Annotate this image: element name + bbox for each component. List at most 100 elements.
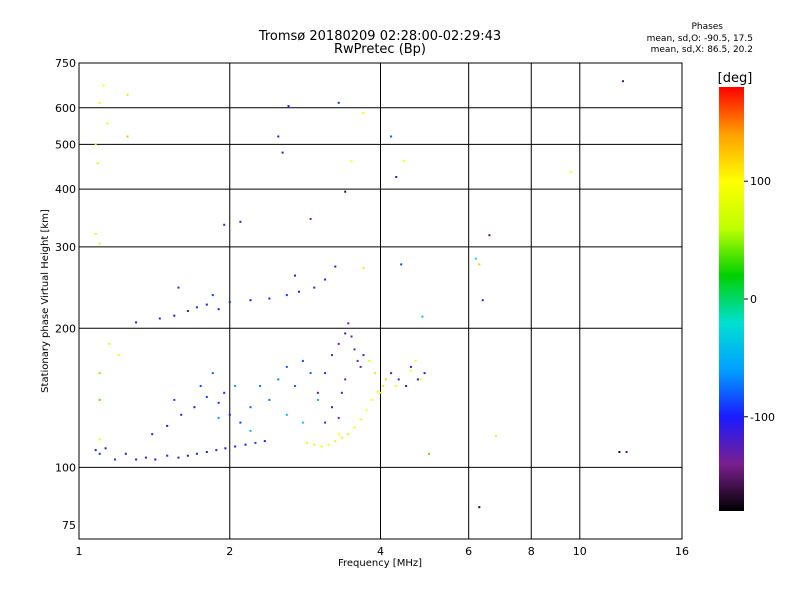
data-point <box>281 151 284 154</box>
data-point <box>205 396 208 398</box>
data-point <box>428 452 430 455</box>
chart-subtitle: RwPretec (Bp) <box>334 42 426 57</box>
data-point <box>362 111 365 114</box>
data-point <box>223 391 226 394</box>
data-point <box>285 365 288 368</box>
data-point <box>327 443 330 446</box>
data-point <box>144 456 147 459</box>
data-point <box>337 433 340 436</box>
data-point <box>353 348 356 351</box>
data-point <box>263 440 266 443</box>
data-point <box>340 436 343 439</box>
data-point <box>234 445 237 448</box>
x-tick-label: 10 <box>573 545 587 558</box>
data-point <box>177 456 180 459</box>
data-point <box>294 274 296 277</box>
data-point <box>98 101 101 104</box>
data-point <box>414 359 417 362</box>
data-point <box>400 263 403 266</box>
data-point <box>193 406 196 409</box>
y-tick-label: 75 <box>62 519 76 532</box>
data-point <box>313 286 316 289</box>
data-point <box>423 372 426 375</box>
data-point <box>259 385 262 387</box>
data-point <box>98 372 101 375</box>
data-point <box>98 452 101 455</box>
data-point <box>494 434 497 437</box>
data-point <box>158 317 161 320</box>
data-point <box>124 452 127 455</box>
y-tick-label: 300 <box>55 241 76 254</box>
data-point <box>154 458 157 461</box>
data-point <box>419 378 422 381</box>
y-tick-label: 500 <box>55 138 76 151</box>
data-point <box>94 143 97 146</box>
data-point <box>347 322 350 325</box>
data-point <box>309 217 312 220</box>
data-point <box>228 301 231 303</box>
data-point <box>421 315 424 318</box>
data-point <box>186 454 189 457</box>
data-point <box>405 385 408 387</box>
data-point <box>217 308 220 311</box>
data-point <box>324 372 327 375</box>
data-point <box>294 385 296 387</box>
axis-tick-labels: 1 2 4 6 8 10 16 75 100 200 300 400 500 600 750 <box>55 57 689 558</box>
data-point <box>347 433 350 436</box>
data-point <box>324 278 327 281</box>
data-point <box>324 421 327 424</box>
data-point <box>395 176 398 178</box>
stats-o-mode: mean, sd,O: -90.5, 17.5 <box>647 34 753 44</box>
data-point <box>618 451 621 453</box>
data-point <box>228 413 231 416</box>
data-point <box>217 401 220 404</box>
data-point <box>337 342 340 345</box>
y-tick-label: 750 <box>55 57 76 70</box>
data-point <box>331 354 333 357</box>
data-point <box>217 416 220 419</box>
data-point <box>94 233 97 235</box>
data-point <box>397 378 400 381</box>
stats-x-mode: mean, sd,X: 86.5, 20.2 <box>651 45 753 55</box>
data-point <box>114 458 116 461</box>
data-point <box>98 242 101 245</box>
data-point <box>96 162 99 165</box>
data-point <box>287 105 290 108</box>
data-point <box>395 385 398 387</box>
data-point <box>104 447 107 450</box>
data-point <box>409 365 412 368</box>
data-point <box>337 101 340 104</box>
data-point <box>108 342 111 345</box>
data-point <box>244 443 247 446</box>
data-point <box>173 314 176 317</box>
data-point <box>384 378 387 381</box>
data-point <box>379 391 382 394</box>
data-point <box>186 310 189 312</box>
data-point <box>488 234 491 237</box>
data-point <box>309 372 312 375</box>
x-tick-label: 1 <box>76 545 83 558</box>
data-point <box>362 267 365 270</box>
y-axis-label: Stationary phase Virtual Height [km] <box>40 209 51 393</box>
data-point <box>239 220 242 223</box>
data-point <box>205 303 208 306</box>
data-point <box>569 171 572 174</box>
data-point <box>305 441 308 444</box>
data-point <box>195 306 198 309</box>
data-point <box>344 190 347 193</box>
data-point <box>211 294 214 297</box>
data-point <box>622 80 624 83</box>
data-point <box>474 257 477 260</box>
data-point <box>359 365 362 368</box>
colorbar-tick-label: 0 <box>750 293 757 306</box>
data-point <box>249 406 252 409</box>
colorbar-label: [deg] <box>718 71 753 86</box>
y-tick-label: 100 <box>55 461 76 474</box>
colorbar-tick-label: 100 <box>750 175 771 188</box>
data-point <box>166 454 169 457</box>
data-point <box>94 449 97 452</box>
data-point <box>316 398 319 401</box>
data-point <box>313 443 316 446</box>
data-point <box>277 378 280 381</box>
data-point <box>195 452 198 455</box>
